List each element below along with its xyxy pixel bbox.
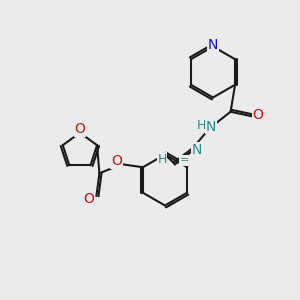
Text: N: N — [208, 38, 218, 52]
Text: H: H — [158, 153, 167, 166]
Text: =: = — [179, 155, 189, 165]
Text: O: O — [74, 122, 86, 136]
Text: O: O — [83, 192, 94, 206]
Text: O: O — [253, 108, 264, 122]
Text: O: O — [111, 154, 122, 168]
Text: H: H — [196, 119, 206, 132]
Text: N: N — [206, 120, 216, 134]
Text: N: N — [191, 143, 202, 157]
